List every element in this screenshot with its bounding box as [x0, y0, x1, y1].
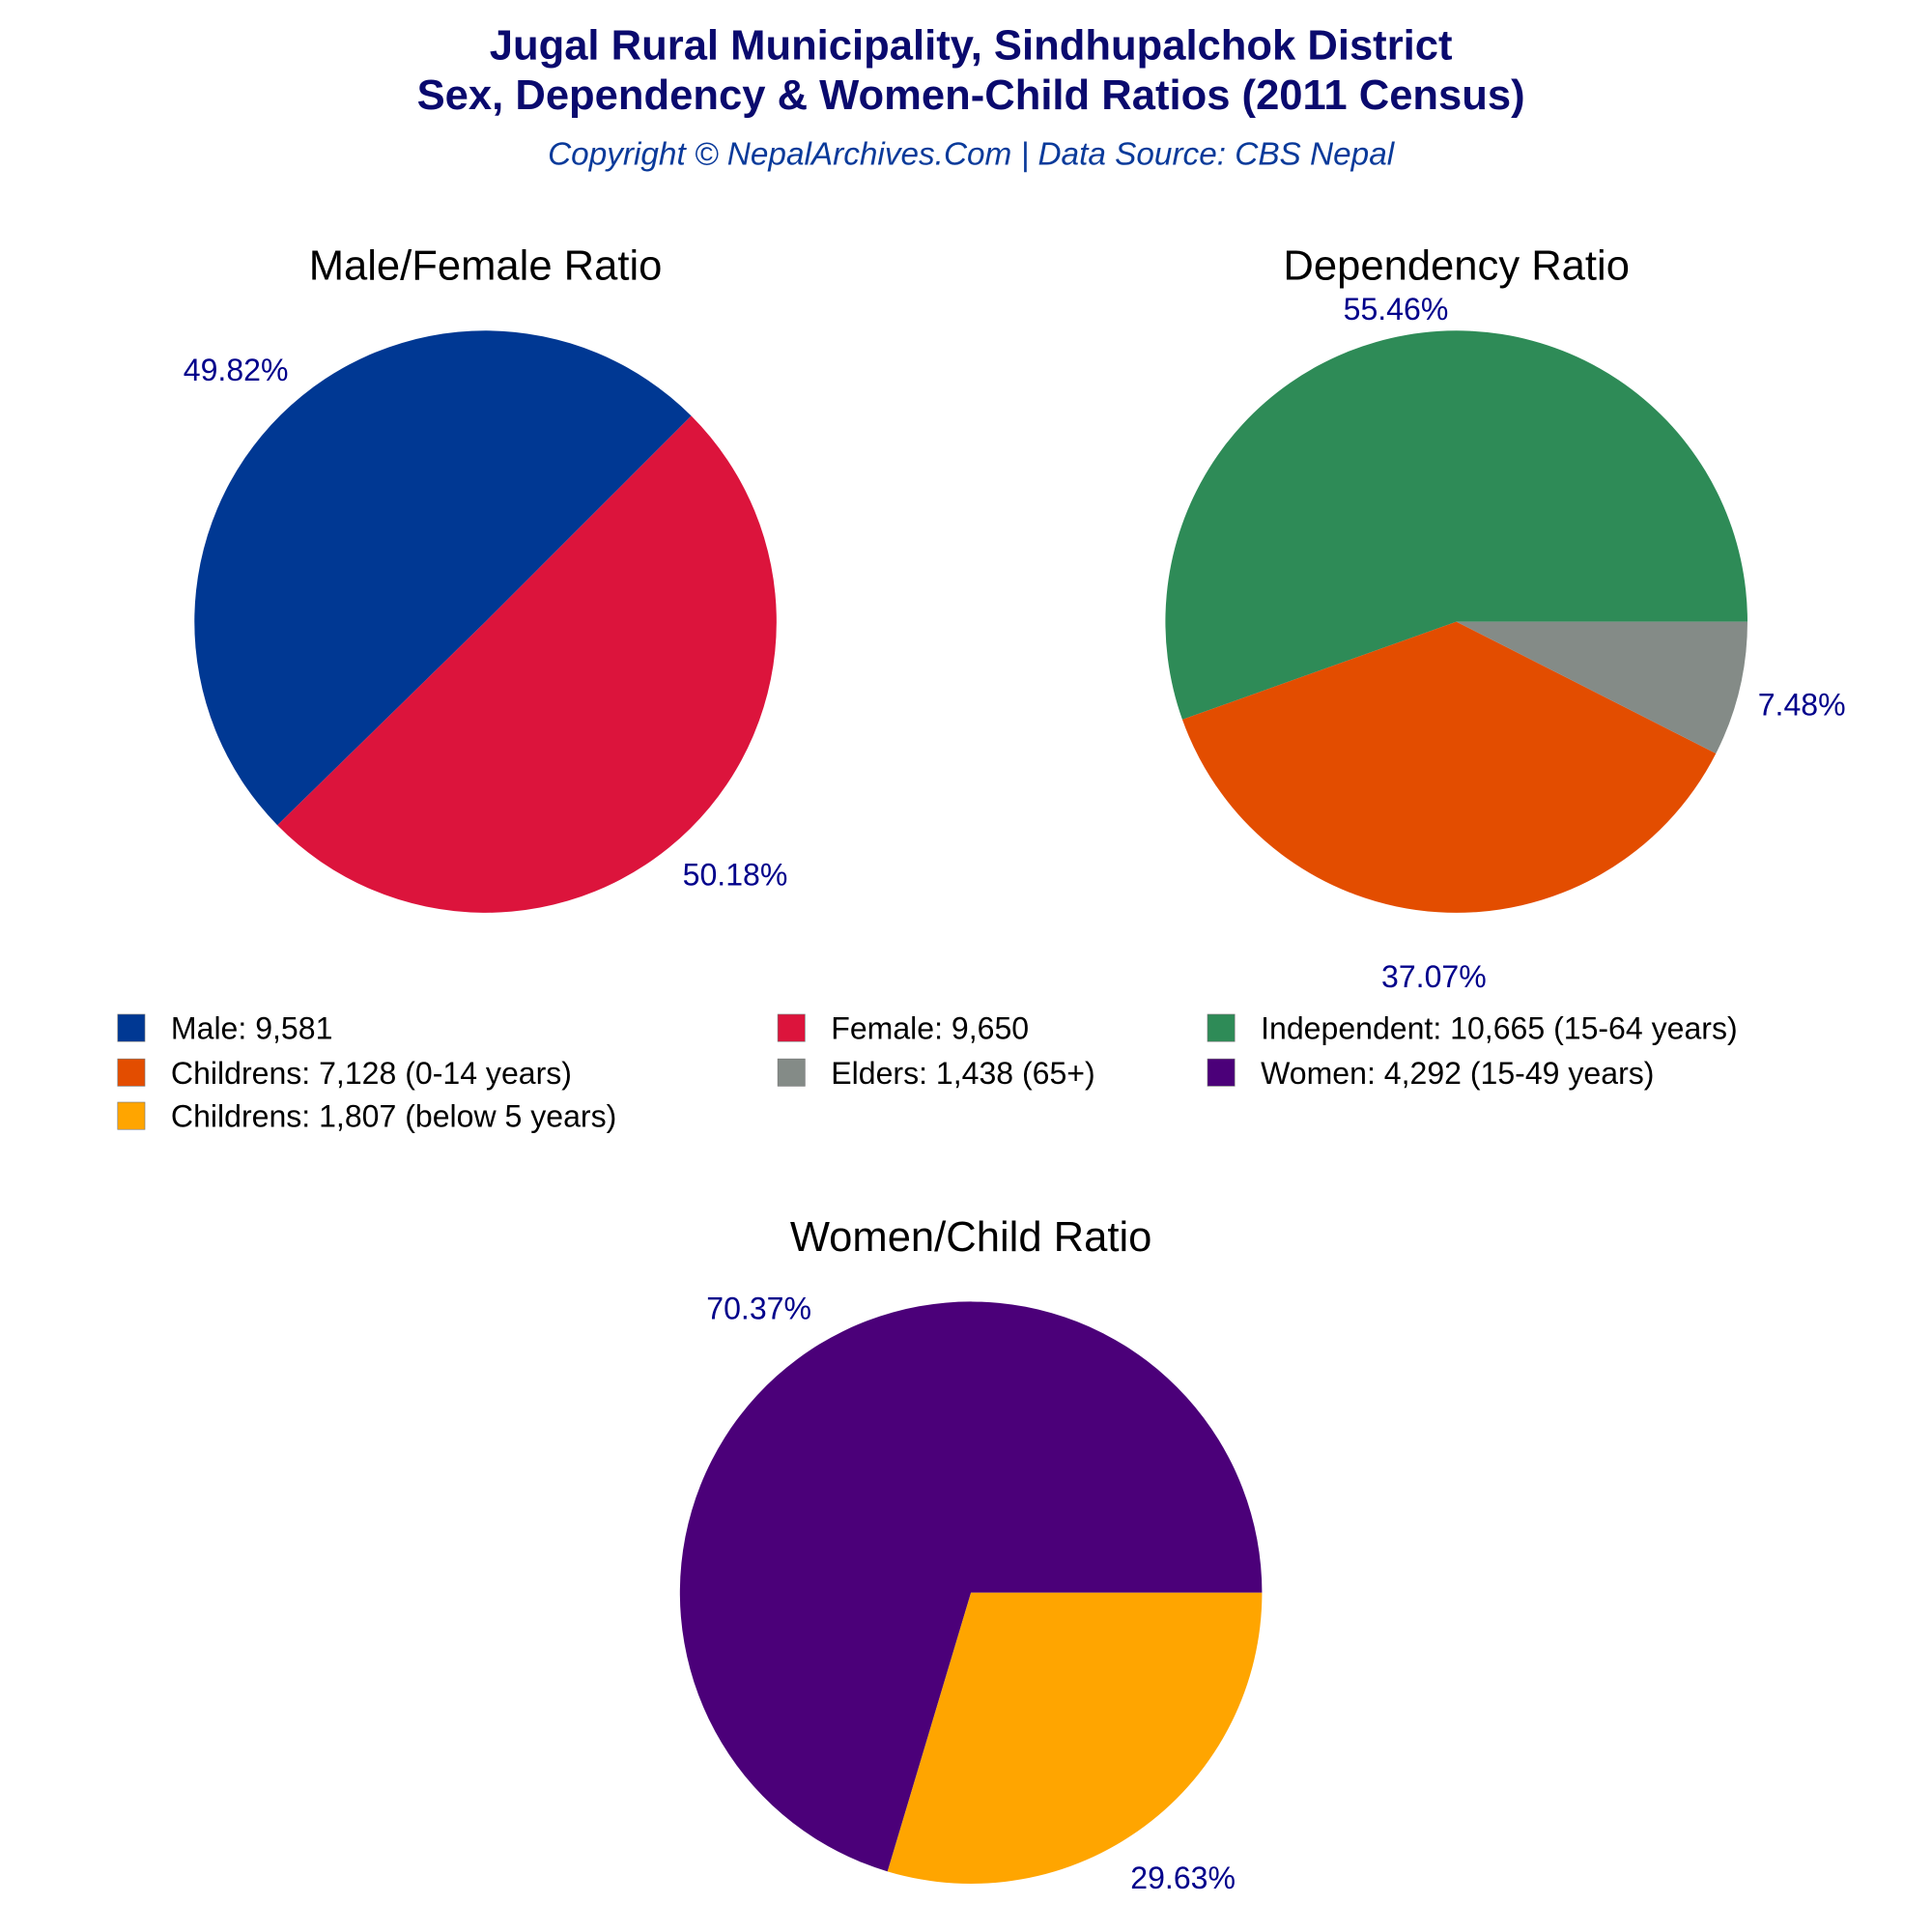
legend-label: Independent: 10,665 (15-64 years) — [1261, 1011, 1738, 1046]
chart-subtitle: Copyright © NepalArchives.Com | Data Sou… — [548, 137, 1396, 173]
legend: Male: 9,581 Female: 9,650 Independent: 10,… — [117, 1011, 1738, 1134]
legend-item[interactable]: Elders: 1,438 (65+) — [777, 1056, 1095, 1091]
pie-0: 49.82% 50.18% — [184, 330, 788, 913]
legend-item[interactable]: Women: 4,292 (15-49 years) — [1207, 1056, 1654, 1091]
legend-label: Elders: 1,438 (65+) — [831, 1056, 1094, 1091]
legend-swatch — [777, 1013, 806, 1042]
legend-swatch — [117, 1101, 146, 1130]
legend-label: Female: 9,650 — [831, 1011, 1029, 1046]
pie-percent-label: 29.63% — [1130, 1861, 1236, 1895]
legend-label: Male: 9,581 — [171, 1011, 332, 1046]
legend-swatch — [1207, 1013, 1236, 1042]
pie-title-sex: Male/Female Ratio — [309, 243, 663, 290]
pie-percent-label: 70.37% — [706, 1291, 811, 1325]
legend-item[interactable]: Female: 9,650 — [777, 1011, 1029, 1046]
legend-swatch — [117, 1058, 146, 1087]
pie-title-dependency: Dependency Ratio — [1283, 243, 1630, 290]
pie-slice-male[interactable] — [194, 330, 692, 826]
legend-swatch — [1207, 1058, 1236, 1087]
pie-slice-childrens-below-5-years-[interactable] — [887, 1592, 1263, 1884]
pie-slice-women[interactable] — [679, 1301, 1263, 1872]
pie-percent-label: 37.07% — [1381, 959, 1487, 994]
legend-label: Women: 4,292 (15-49 years) — [1261, 1056, 1654, 1091]
pie-slice-childrens-0-14-years-[interactable] — [1181, 621, 1717, 913]
pie-title-women-child: Women/Child Ratio — [790, 1214, 1152, 1261]
legend-item[interactable]: Childrens: 7,128 (0-14 years) — [117, 1056, 572, 1091]
pie-percent-label: 55.46% — [1344, 292, 1449, 327]
pie-slice-female[interactable] — [277, 415, 777, 913]
legend-item[interactable]: Independent: 10,665 (15-64 years) — [1207, 1011, 1738, 1046]
pie-percent-label: 7.48% — [1758, 688, 1846, 723]
legend-label: Childrens: 1,807 (below 5 years) — [171, 1099, 616, 1134]
legend-swatch — [777, 1058, 806, 1087]
pie-2: 70.37% 29.63% — [679, 1291, 1263, 1895]
legend-item[interactable]: Male: 9,581 — [117, 1011, 333, 1046]
pie-percent-label: 50.18% — [683, 857, 788, 892]
pie-slice-elders[interactable] — [1456, 621, 1747, 753]
legend-item[interactable]: Childrens: 1,807 (below 5 years) — [117, 1099, 616, 1134]
pie-1: 55.46% 37.07% 7.48% — [1165, 292, 1846, 994]
chart-title-line2: Sex, Dependency & Women-Child Ratios (20… — [417, 72, 1525, 119]
chart-title-line1: Jugal Rural Municipality, Sindhupalchok … — [490, 23, 1453, 70]
pie-percent-label: 49.82% — [184, 353, 289, 387]
legend-swatch — [117, 1013, 146, 1042]
legend-label: Childrens: 7,128 (0-14 years) — [171, 1056, 572, 1091]
pie-slice-independent[interactable] — [1165, 330, 1747, 720]
